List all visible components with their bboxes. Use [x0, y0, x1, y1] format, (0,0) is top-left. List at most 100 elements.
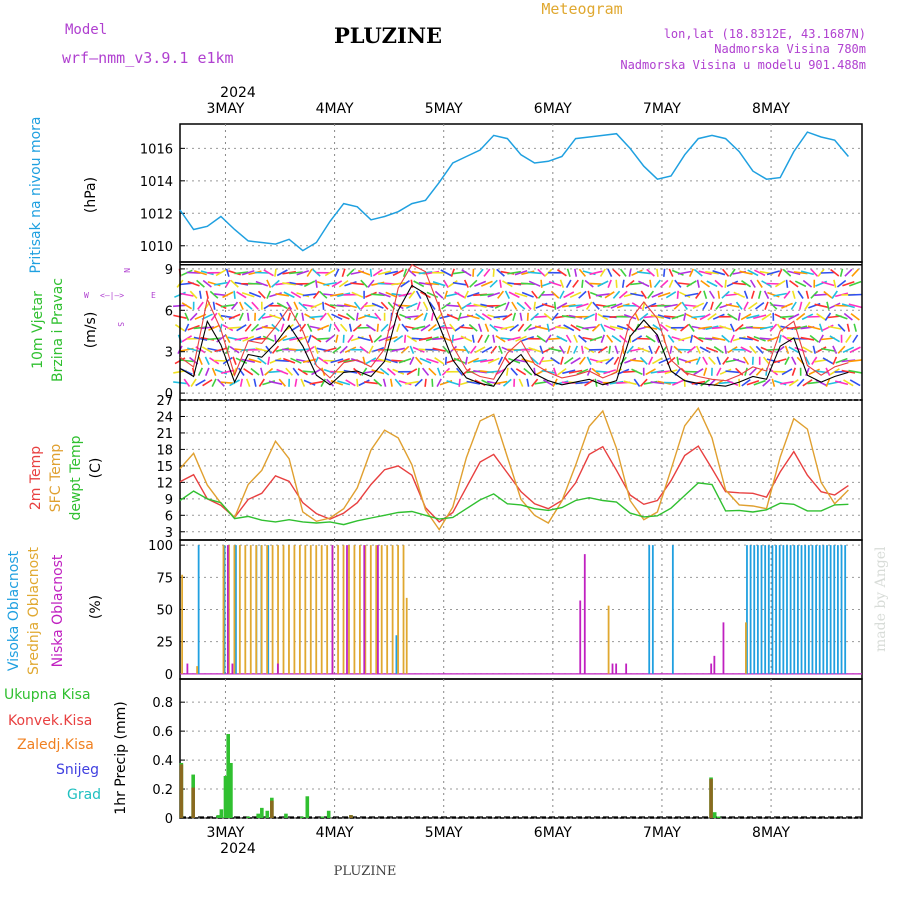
temp-ytick-label: 9 — [165, 493, 173, 508]
clouds-unit-label: (%) — [88, 595, 104, 619]
temp-line-1 — [179, 406, 849, 531]
wind-barb — [432, 281, 446, 287]
wind-barb — [351, 291, 364, 298]
wind-barb — [563, 324, 575, 332]
wind-barb — [260, 367, 264, 376]
wind-barb — [357, 326, 372, 329]
wind-barb — [738, 378, 741, 387]
x-day-label-bottom: 8MAY — [752, 825, 790, 841]
wind-barb — [215, 302, 227, 310]
wind-barb — [315, 279, 318, 288]
wind-barb — [215, 269, 227, 277]
wind-barb — [345, 312, 356, 321]
precip-bar-convective — [270, 800, 274, 818]
wind-barb — [671, 269, 684, 276]
wind-barb — [243, 368, 254, 376]
wind-barb — [573, 334, 579, 343]
wind-barb — [719, 325, 733, 331]
wind-barb — [385, 291, 398, 298]
wind-barb — [526, 312, 529, 321]
wind-barb — [853, 323, 857, 332]
wind-barb — [202, 379, 213, 387]
wind-barb — [810, 268, 819, 277]
wind-barb — [239, 378, 243, 387]
legend-frozen-rain: Zaledj.Kisa — [17, 737, 94, 753]
precip-bar-total — [226, 734, 230, 818]
wind-barb — [214, 281, 228, 286]
wind-barb — [784, 345, 790, 354]
wind-barb — [712, 336, 726, 341]
wind-barb — [335, 334, 339, 343]
precip-bar-total — [260, 807, 264, 818]
temp-side-label-2m: 2m Temp — [28, 446, 44, 510]
wind-barb — [614, 345, 619, 354]
wind-barb — [528, 347, 542, 353]
wind-barb — [371, 369, 385, 375]
wind-barb — [487, 357, 500, 364]
wind-barb — [348, 323, 353, 332]
wind-barb — [652, 357, 663, 365]
wind-barb — [764, 301, 769, 310]
wind-barb — [594, 378, 598, 387]
wind-barb — [527, 271, 542, 275]
wind-barb — [645, 335, 656, 343]
wind-barb — [756, 279, 763, 288]
wind-barb — [227, 326, 242, 330]
wind-barb — [323, 281, 337, 286]
wind-barb — [640, 290, 647, 299]
wind-barb — [468, 323, 478, 332]
wind-barb — [443, 279, 449, 289]
wind-barb — [403, 334, 407, 343]
wind-barb — [843, 312, 853, 321]
wind-barb — [763, 290, 770, 299]
wind-barb — [457, 312, 462, 321]
wind-barb — [850, 312, 860, 321]
wind-barb — [463, 279, 469, 288]
wind-barb — [428, 301, 436, 310]
wind-barb — [384, 270, 399, 276]
wind-barb — [336, 304, 351, 307]
wind-barb — [652, 324, 663, 332]
wind-barb — [647, 356, 654, 365]
wind-barb — [393, 335, 404, 343]
wind-barb — [671, 314, 685, 320]
pressure-unit-label: (hPa) — [83, 177, 99, 213]
wind-barb — [415, 290, 422, 299]
wind-barb — [619, 356, 627, 365]
wind-barb — [446, 380, 460, 386]
wind-barb — [759, 325, 774, 330]
wind-barb — [615, 279, 618, 288]
wind-barb — [320, 378, 327, 387]
wind-barb — [230, 301, 239, 310]
wind-barb — [502, 378, 512, 387]
wind-barb — [353, 367, 362, 376]
wind-barb — [626, 345, 634, 354]
wind-barb — [420, 324, 431, 332]
wind-barb — [332, 345, 342, 354]
wind-barb — [481, 379, 493, 387]
wind-ytick-label: 0 — [165, 387, 173, 402]
wind-barb — [232, 356, 237, 365]
wind-barb — [479, 293, 494, 297]
wind-barb — [506, 367, 509, 376]
wind-barb — [402, 268, 408, 277]
wind-barb — [794, 346, 807, 353]
wind-barb — [364, 381, 378, 385]
wind-barb — [508, 357, 521, 364]
wind-barb — [277, 335, 288, 343]
wind-barb — [434, 290, 444, 299]
wind-barb — [225, 268, 230, 277]
wind-barb — [459, 326, 474, 330]
wind-barb — [504, 290, 511, 299]
wind-barb — [569, 291, 582, 299]
wind-barb — [767, 291, 780, 298]
wind-barb — [603, 369, 617, 375]
wind-barb — [255, 280, 269, 287]
wind-barb — [699, 313, 711, 321]
x-day-label-top: 3MAY — [206, 101, 244, 117]
wind-barb — [669, 345, 673, 354]
wind-barb — [556, 302, 568, 310]
wind-barb — [816, 313, 827, 321]
wind-barb — [708, 290, 715, 299]
wind-barb — [530, 356, 539, 365]
